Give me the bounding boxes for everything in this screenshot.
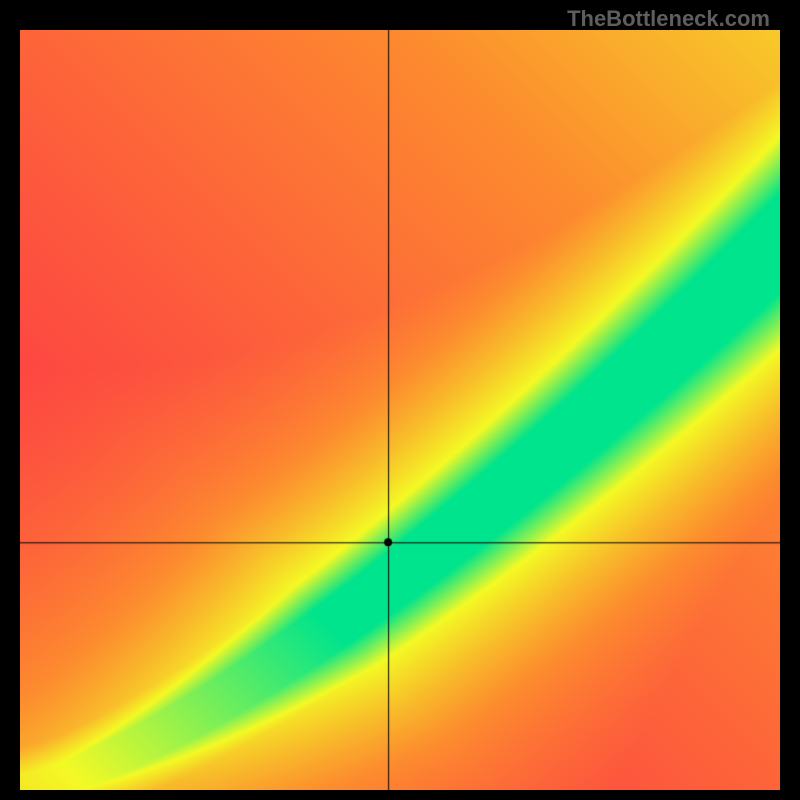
heatmap-canvas xyxy=(20,30,780,790)
heatmap-plot xyxy=(20,30,780,790)
watermark-text: TheBottleneck.com xyxy=(567,6,770,32)
